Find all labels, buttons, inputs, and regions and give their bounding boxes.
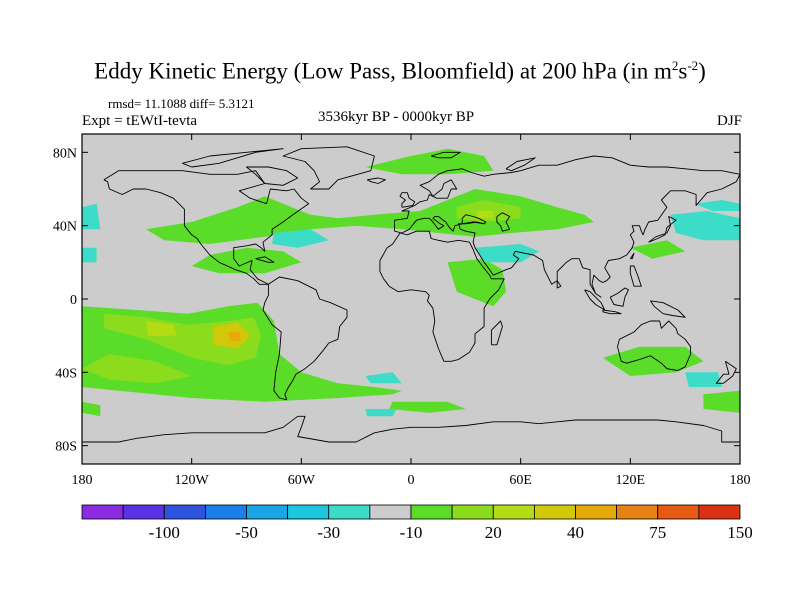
lon-tick-label-4: 60E <box>509 473 532 488</box>
colorbar-box-11 <box>533 504 576 520</box>
coastline-layer <box>82 146 740 443</box>
coastline-madagascar <box>490 320 503 346</box>
field-region-23 <box>365 372 402 384</box>
field-region-8 <box>365 148 494 175</box>
page-title: Eddy Kinetic Energy (Low Pass, Bloomfiel… <box>94 58 706 84</box>
map-area <box>82 134 740 464</box>
colorbar-label-2: -30 <box>317 523 340 542</box>
lon-tick-label-5: 120E <box>616 473 646 488</box>
colorbar-box-14 <box>657 504 700 520</box>
colorbar-label-4: 20 <box>485 523 502 542</box>
lat-tick-label-3: 40S <box>55 366 77 381</box>
colorbar-label-0: -100 <box>149 523 180 542</box>
field-region-14 <box>82 401 101 417</box>
lon-tick-label-3: 0 <box>408 473 415 488</box>
field-region-22 <box>694 200 740 211</box>
lon-tick-label-0: 180 <box>72 473 93 488</box>
colorbar-box-12 <box>575 504 618 520</box>
colorbar-label-1: -50 <box>235 523 258 542</box>
colorbar-box-4 <box>246 504 289 520</box>
lat-tick-label-1: 40N <box>53 220 77 235</box>
season-label: DJF <box>716 113 742 129</box>
field-region-20 <box>475 244 539 263</box>
coastline-arctic-islands <box>182 148 284 168</box>
colorbar-box-1 <box>122 504 165 520</box>
field-region-25 <box>685 372 722 387</box>
colorbar-box-9 <box>451 504 494 520</box>
coastline-iceland <box>366 177 386 184</box>
colorbar-label-5: 40 <box>567 523 584 542</box>
coastline-taiwan <box>629 252 635 260</box>
lat-tick-label-4: 80S <box>55 440 77 455</box>
coastline-great-britain <box>399 192 416 208</box>
coastline-black-sea-south <box>462 221 485 225</box>
coastline-greenland <box>282 146 375 190</box>
lon-tick-label-6: 180 <box>730 473 751 488</box>
colorbar-box-3 <box>204 504 247 520</box>
coastline-java <box>602 309 622 315</box>
field-region-2 <box>82 354 192 384</box>
colorbar-label-6: 75 <box>649 523 666 542</box>
experiment-label: Expt = tEWtI-tevta <box>82 113 198 129</box>
longitude-axis: 180 120W 60W 0 60E 120E 180 <box>72 134 751 488</box>
coastline-philippines <box>629 265 642 287</box>
colorbar-box-7 <box>369 504 412 520</box>
coastline-antarctica <box>82 415 740 443</box>
field-region-3 <box>146 321 177 336</box>
field-layer <box>82 148 740 417</box>
colorbar-box-8 <box>410 504 453 520</box>
coastline-svalbard <box>430 151 461 159</box>
field-region-13 <box>703 390 740 413</box>
field-region-15 <box>389 401 466 413</box>
colorbar: -100 -50 -30 -10 20 40 75 150 <box>81 504 753 542</box>
colorbar-box-5 <box>287 504 330 520</box>
field-region-12 <box>602 346 704 376</box>
coastline-africa <box>379 230 505 362</box>
lon-tick-label-1: 120W <box>175 473 210 488</box>
colorbar-label-7: 150 <box>727 523 753 542</box>
coastline-new-guinea <box>650 300 686 318</box>
colorbar-box-6 <box>328 504 371 520</box>
colorbar-label-3: -10 <box>400 523 423 542</box>
field-region-17 <box>82 203 101 230</box>
coastline-caspian-sea <box>496 212 511 232</box>
field-region-21 <box>670 211 740 241</box>
rmsd-diff-label: rmsd= 11.1088 diff= 5.3121 <box>108 96 255 111</box>
lon-tick-label-2: 60W <box>288 473 316 488</box>
colorbar-box-10 <box>492 504 535 520</box>
coastline-japan <box>648 216 677 243</box>
coastline-south-america <box>262 276 348 401</box>
coastline-cuba <box>255 256 275 263</box>
coastline-north-america <box>103 170 310 285</box>
field-region-11 <box>447 258 506 307</box>
latitude-axis: 80N 40N 0 40S 80S <box>53 146 740 455</box>
field-region-5 <box>228 332 241 342</box>
field-region-7 <box>191 247 302 274</box>
colorbar-box-0 <box>81 504 124 520</box>
colorbar-box-13 <box>616 504 659 520</box>
map-background <box>82 134 740 464</box>
coastline-novaya-zemlya <box>505 157 536 172</box>
coastline-new-zealand <box>715 360 737 384</box>
field-region-16 <box>630 240 686 259</box>
lat-tick-label-0: 80N <box>53 146 77 161</box>
field-region-19 <box>272 229 329 248</box>
period-label: 3536kyr BP - 0000kyr BP <box>318 109 475 125</box>
field-region-24 <box>365 409 397 417</box>
coastline-eurasia <box>394 155 740 298</box>
coastline-sri-lanka <box>556 280 562 289</box>
field-region-18 <box>82 247 97 263</box>
coastline-baffin <box>246 166 299 186</box>
colorbar-box-15 <box>698 504 741 520</box>
colorbar-box-2 <box>163 504 206 520</box>
coastline-australia <box>617 320 692 371</box>
coastline-borneo <box>609 287 629 307</box>
field-region-10 <box>476 211 494 219</box>
lat-tick-label-2: 0 <box>70 293 77 308</box>
